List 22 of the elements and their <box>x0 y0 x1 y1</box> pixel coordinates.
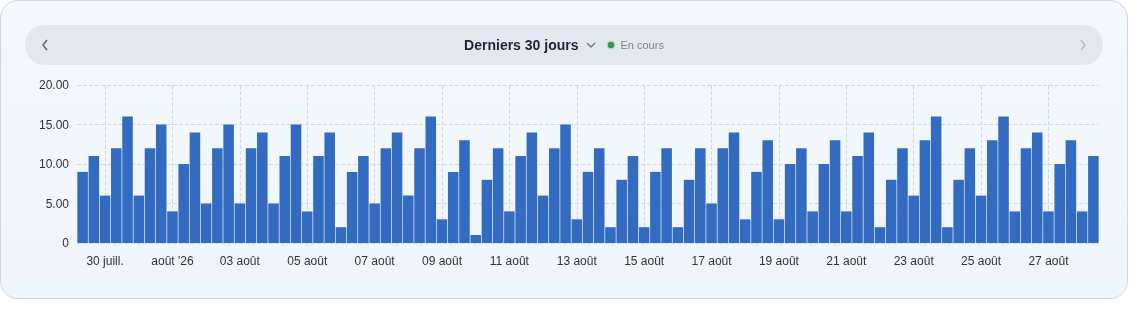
y-tick-label: 5.00 <box>45 196 70 211</box>
x-tick-label: août '26 <box>151 254 194 268</box>
x-tick-label: 09 août <box>421 254 463 268</box>
x-tick-label: 13 août <box>556 254 598 268</box>
x-tick-label: 17 août <box>691 254 733 268</box>
x-tick-label: 23 août <box>893 254 935 268</box>
x-tick-label: 25 août <box>961 254 1002 268</box>
x-tick-label: 21 août <box>826 254 867 268</box>
x-tick-label: 27 août <box>1028 254 1070 268</box>
y-tick-label: 15.00 <box>38 117 70 132</box>
x-tick-label: 07 août <box>354 254 396 268</box>
x-tick-label: 30 juill. <box>86 254 124 268</box>
x-tick-label: 19 août <box>758 254 800 268</box>
y-tick-label: 0 <box>62 236 70 250</box>
y-tick-label: 20.00 <box>38 78 70 92</box>
chart-title: Derniers 30 jours <box>464 37 579 53</box>
text: En cours <box>620 39 664 51</box>
x-tick-label: 03 août <box>219 254 261 268</box>
y-tick-label: 10.00 <box>38 157 70 171</box>
x-tick-label: 15 août <box>624 254 665 268</box>
x-tick-label: 11 août <box>489 254 530 268</box>
x-tick-label: 05 août <box>287 254 328 268</box>
